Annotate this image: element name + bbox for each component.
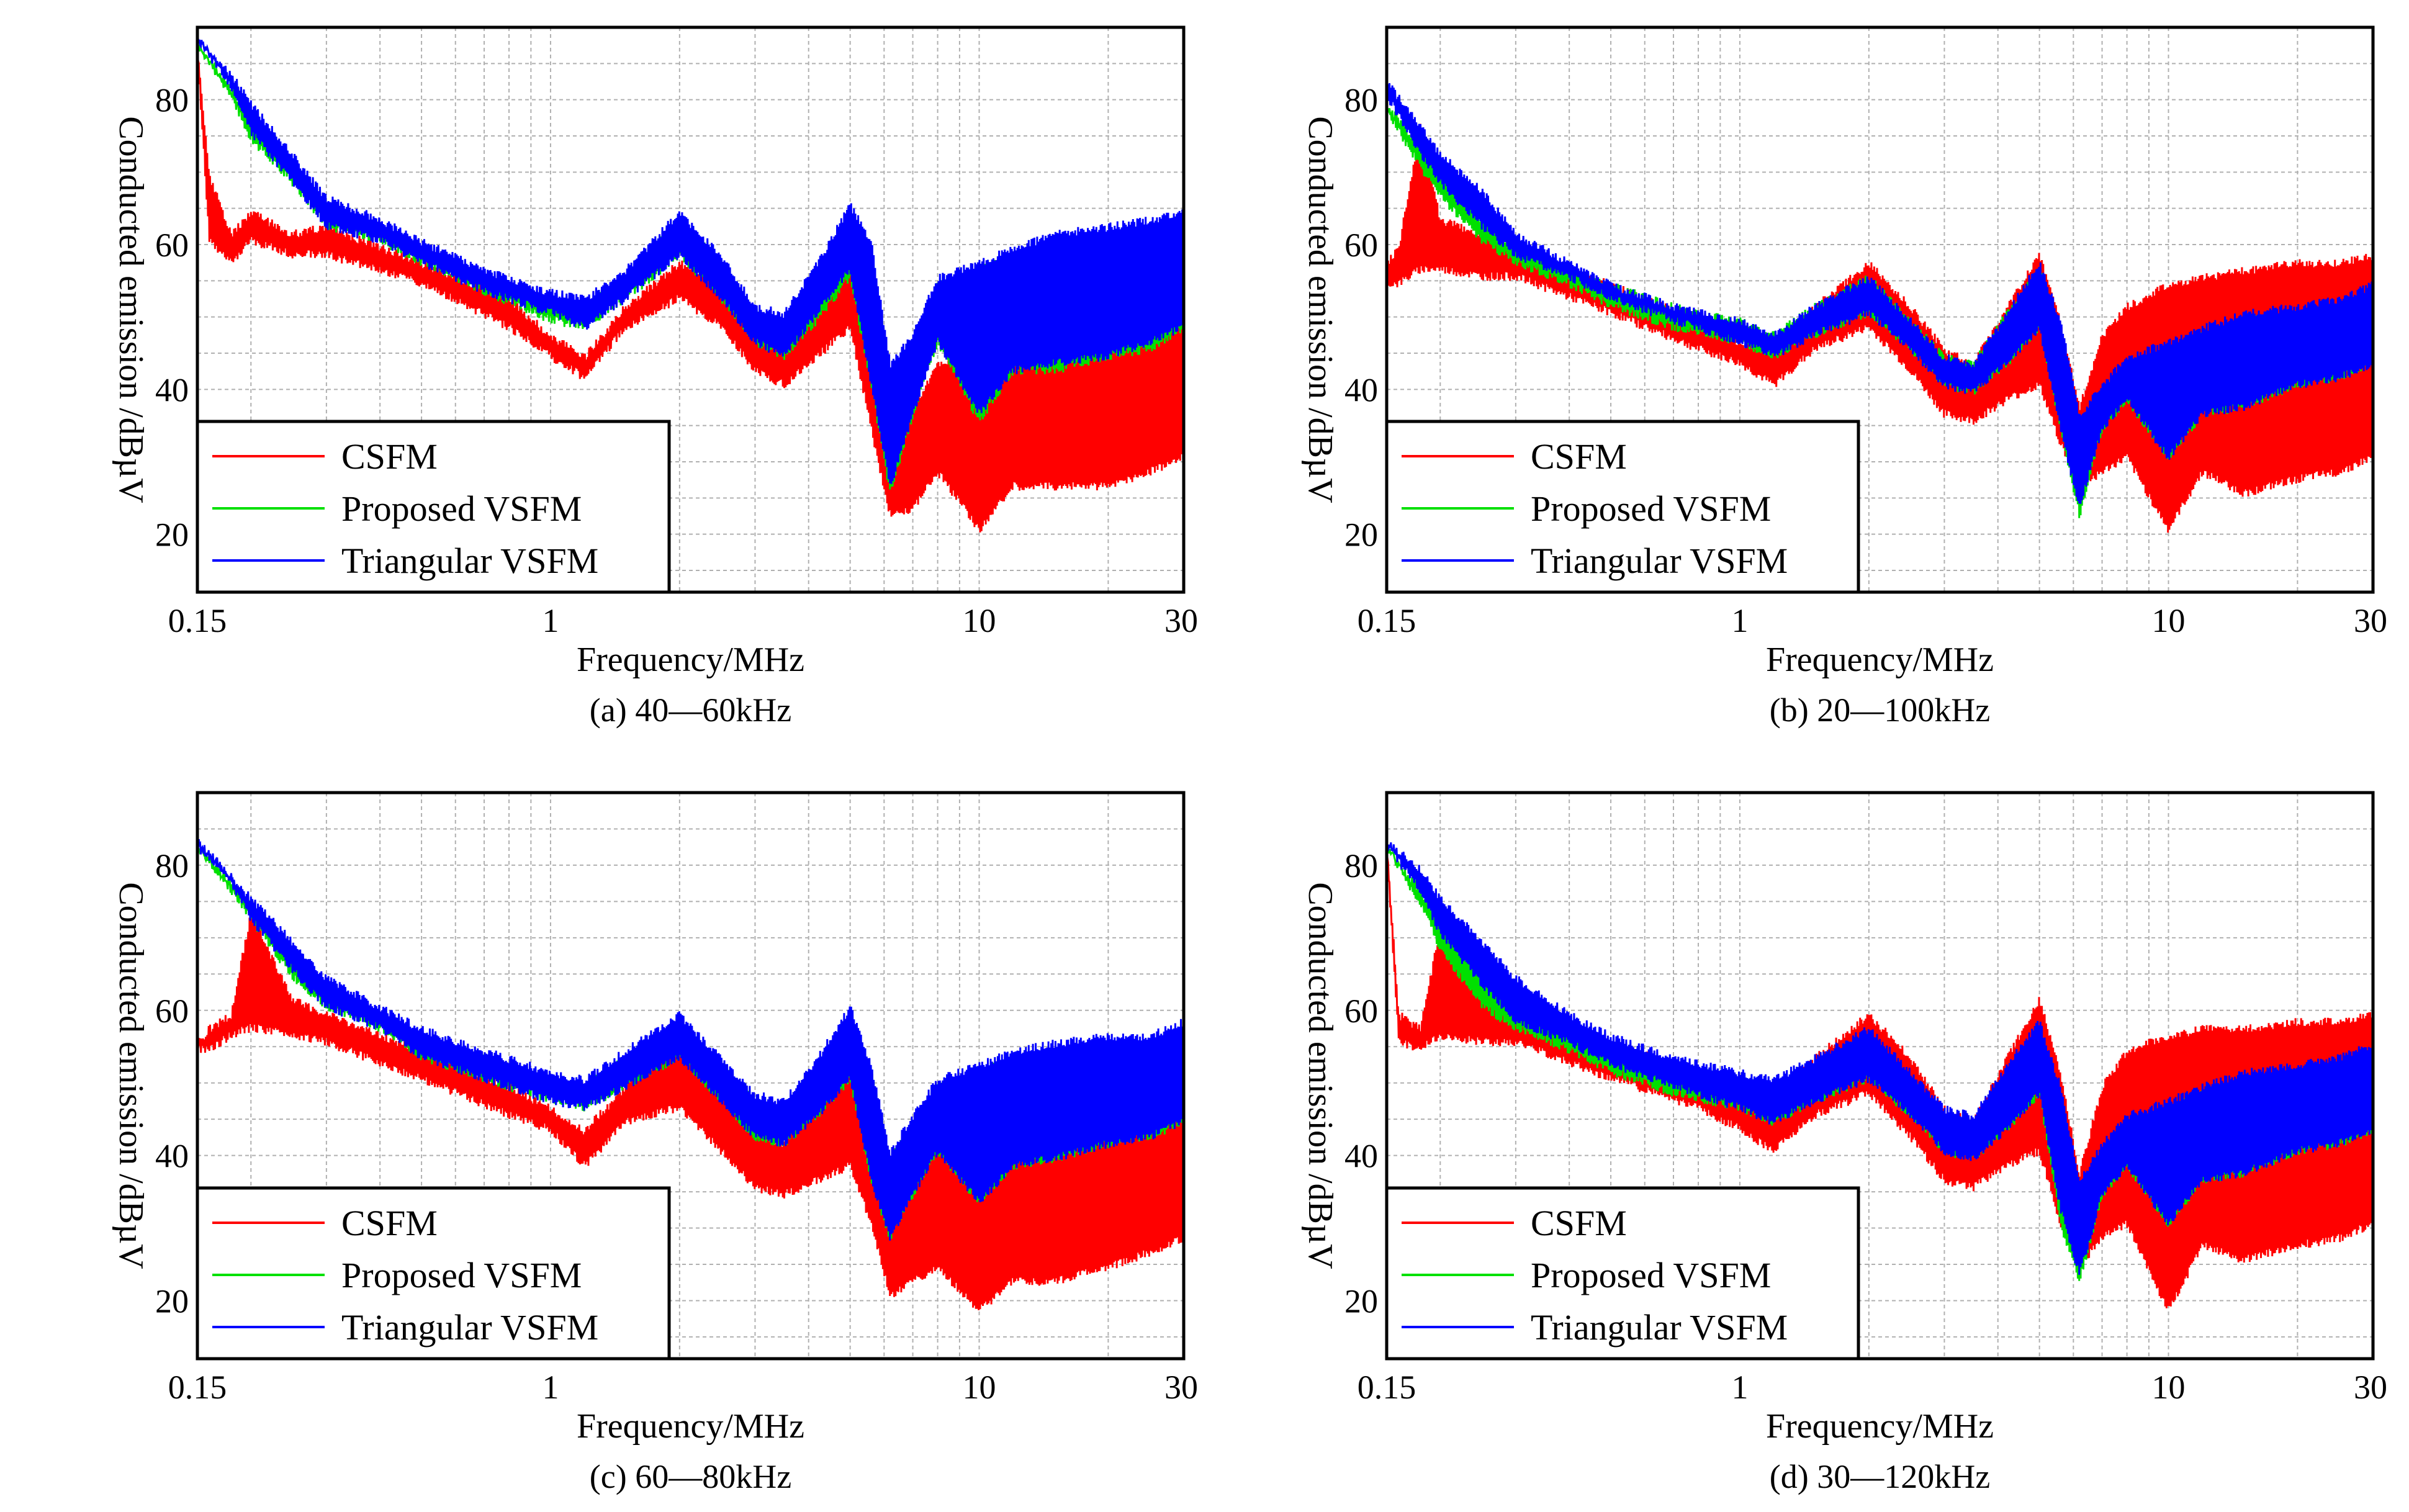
y-tick-label: 20: [155, 516, 189, 554]
legend-label: Triangular VSFM: [341, 541, 598, 581]
y-tick-label: 40: [1344, 371, 1378, 408]
panel-caption: (c) 60—80kHz: [590, 1458, 791, 1495]
x-axis-label: Frequency/MHz: [1766, 1407, 1994, 1446]
x-tick-label: 10: [963, 1369, 996, 1406]
y-tick-label: 20: [155, 1282, 189, 1320]
series-line-triangular-vsfm: [1387, 839, 2373, 1275]
series-line-triangular-vsfm: [197, 35, 1184, 484]
x-tick-label: 0.15: [168, 602, 227, 639]
x-tick-label: 30: [2354, 1369, 2387, 1406]
y-axis-label: Conducted emission /dBµV: [1301, 882, 1340, 1269]
legend-label: CSFM: [1531, 436, 1627, 477]
y-axis-label: Conducted emission /dBµV: [112, 116, 150, 503]
y-axis-label: Conducted emission /dBµV: [1301, 116, 1340, 503]
y-tick-label: 80: [155, 847, 189, 884]
legend-box: [196, 420, 671, 594]
x-tick-label: 10: [963, 602, 996, 639]
plot-frame: [1385, 25, 2375, 594]
legend-label: Triangular VSFM: [341, 1307, 598, 1348]
panel-b: 20 40 60 80 0.15 1 10 30 Frequency/MHz (b) 20—100…: [1301, 25, 2387, 729]
panel-caption: (b) 20—100kHz: [1770, 691, 1990, 729]
legend-label: Triangular VSFM: [1531, 1307, 1788, 1348]
x-tick-label: 0.15: [168, 1369, 227, 1406]
x-tick-label: 10: [2152, 602, 2186, 639]
series-line-triangular-vsfm: [1387, 83, 2373, 504]
y-tick-label: 60: [1344, 227, 1378, 264]
series-line-csfm: [197, 42, 1184, 533]
x-axis-label: Frequency/MHz: [577, 641, 804, 679]
legend: CSFM Proposed VSFM Triangular VSFM: [196, 420, 671, 594]
legend-label: Proposed VSFM: [341, 488, 582, 529]
legend: CSFM Proposed VSFM Triangular VSFM: [196, 1186, 671, 1361]
legend-label: Triangular VSFM: [1531, 541, 1788, 581]
x-tick-label: 0.15: [1358, 1369, 1416, 1406]
panel-caption: (d) 30—120kHz: [1770, 1458, 1990, 1495]
legend-label: Proposed VSFM: [1531, 488, 1771, 529]
x-tick-label: 10: [2152, 1369, 2186, 1406]
x-tick-label: 1: [542, 1369, 559, 1406]
panel-caption: (a) 40—60kHz: [590, 691, 791, 729]
legend-label: Proposed VSFM: [341, 1255, 582, 1295]
legend: CSFM Proposed VSFM Triangular VSFM: [1385, 1186, 1860, 1361]
legend-label: CSFM: [1531, 1203, 1627, 1243]
x-axis-label: Frequency/MHz: [1766, 641, 1994, 679]
legend-box: [1385, 420, 1860, 594]
panel-a: 20 40 60 80 0.15 1 10 30 Frequency/MHz (a) 40—60k…: [112, 25, 1198, 729]
panel-d: 20 40 60 80 0.15 1 10 30 Frequency/MHz (d) 30—120…: [1301, 791, 2387, 1495]
y-tick-label: 80: [155, 82, 189, 119]
y-axis-label: Conducted emission /dBµV: [112, 882, 150, 1269]
legend-label: CSFM: [341, 436, 438, 477]
x-tick-label: 1: [1731, 1369, 1748, 1406]
plot-frame: [196, 791, 1186, 1361]
legend-label: CSFM: [341, 1203, 438, 1243]
series-line-triangular-vsfm: [197, 837, 1184, 1241]
x-axis-label: Frequency/MHz: [577, 1407, 804, 1446]
y-tick-label: 40: [155, 371, 189, 408]
x-tick-label: 0.15: [1358, 602, 1416, 639]
y-tick-label: 40: [155, 1138, 189, 1175]
legend-box: [196, 1186, 671, 1361]
y-tick-label: 60: [155, 992, 189, 1030]
plot-frame: [1385, 791, 2375, 1361]
y-tick-label: 40: [1344, 1138, 1378, 1175]
y-tick-label: 60: [155, 227, 189, 264]
y-tick-label: 80: [1344, 82, 1378, 119]
x-tick-label: 1: [542, 602, 559, 639]
legend-label: Proposed VSFM: [1531, 1255, 1771, 1295]
x-tick-label: 30: [2354, 602, 2387, 639]
x-tick-label: 30: [1164, 1369, 1198, 1406]
y-tick-label: 60: [1344, 992, 1378, 1030]
y-tick-label: 80: [1344, 847, 1378, 884]
legend: CSFM Proposed VSFM Triangular VSFM: [1385, 420, 1860, 594]
y-tick-label: 20: [1344, 516, 1378, 554]
x-tick-label: 30: [1164, 602, 1198, 639]
legend-box: [1385, 1186, 1860, 1361]
x-tick-label: 1: [1731, 602, 1748, 639]
y-tick-label: 20: [1344, 1282, 1378, 1320]
plot-frame: [196, 25, 1186, 594]
panel-c: 20 40 60 80 0.15 1 10 30 Frequency/MHz (c) 60—80k…: [112, 791, 1198, 1495]
